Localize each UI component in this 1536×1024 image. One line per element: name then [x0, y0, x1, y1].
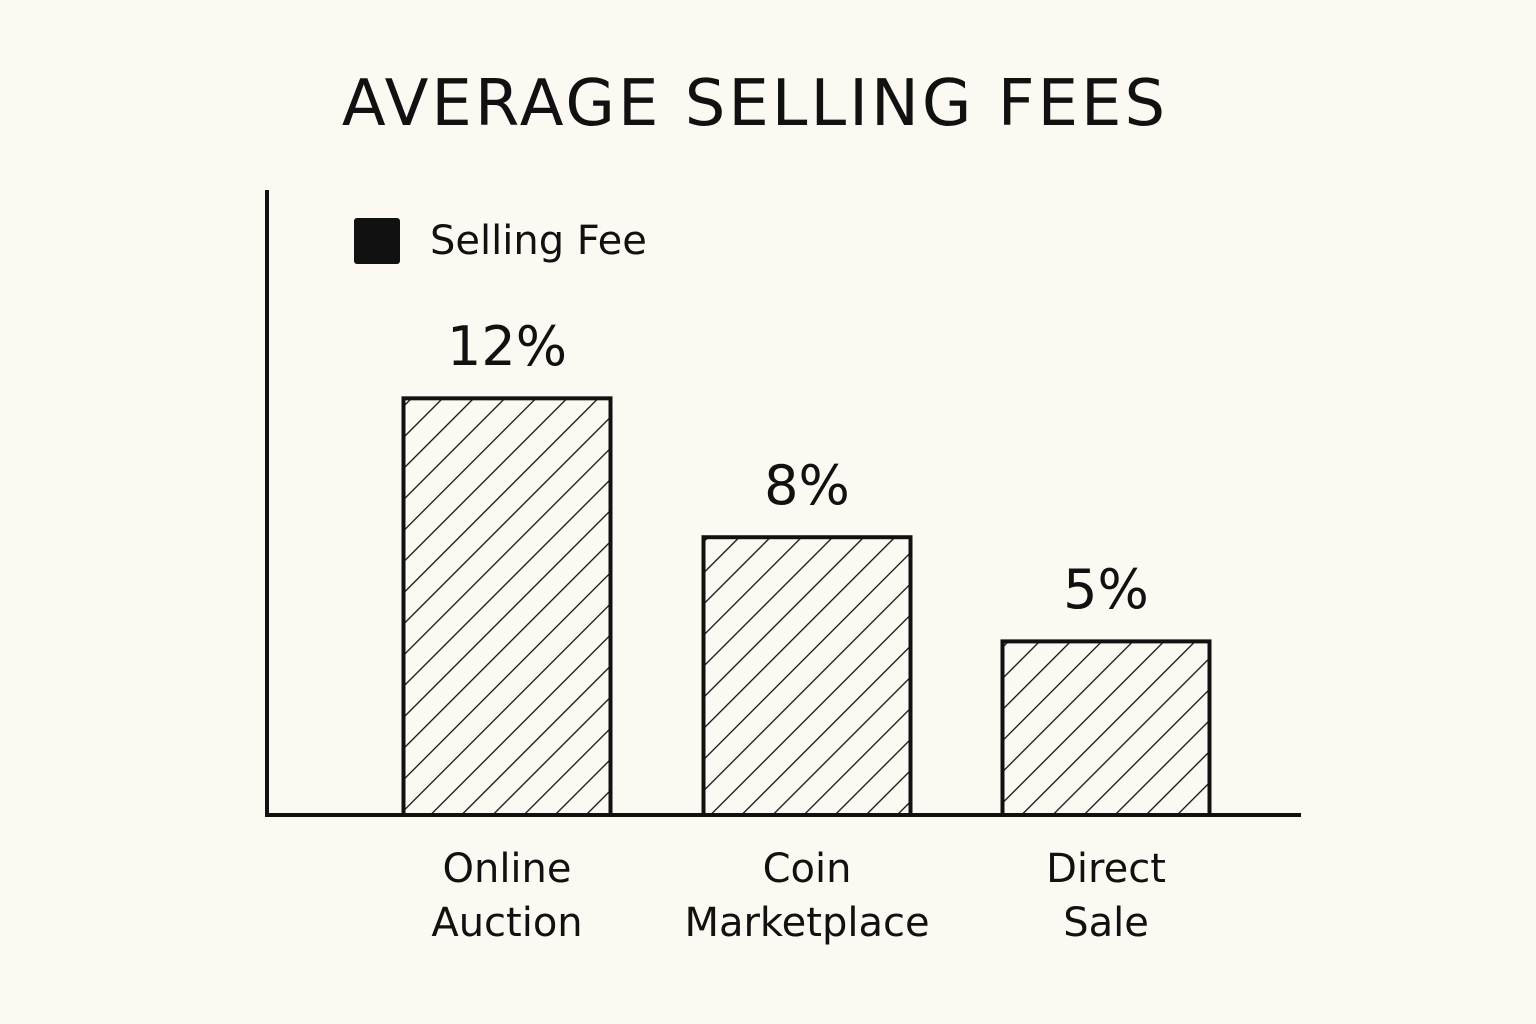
category-label-direct-sale: Direct Sale [946, 842, 1266, 950]
bar-direct-sale [1000, 639, 1212, 818]
legend: Selling Fee [354, 218, 647, 264]
category-label-line: Online [442, 846, 572, 892]
legend-swatch [354, 218, 400, 264]
bar-online-auction [401, 396, 613, 817]
bar-value-label-online-auction: 12% [446, 315, 568, 379]
category-label-coin-marketplace: Coin Marketplace [647, 842, 967, 950]
bar-value-label-coin-marketplace: 8% [764, 454, 850, 518]
category-label-line: Sale [1063, 900, 1149, 946]
category-label-line: Direct [1046, 846, 1166, 892]
category-label-online-auction: Online Auction [347, 842, 667, 950]
chart-title: AVERAGE SELLING FEES [341, 67, 1169, 141]
legend-label: Selling Fee [430, 218, 647, 264]
category-label-line: Auction [431, 900, 583, 946]
bar-coin-marketplace [701, 535, 913, 817]
category-label-line: Coin [762, 846, 852, 892]
category-label-line: Marketplace [684, 900, 930, 946]
bar-value-label-direct-sale: 5% [1063, 558, 1149, 622]
